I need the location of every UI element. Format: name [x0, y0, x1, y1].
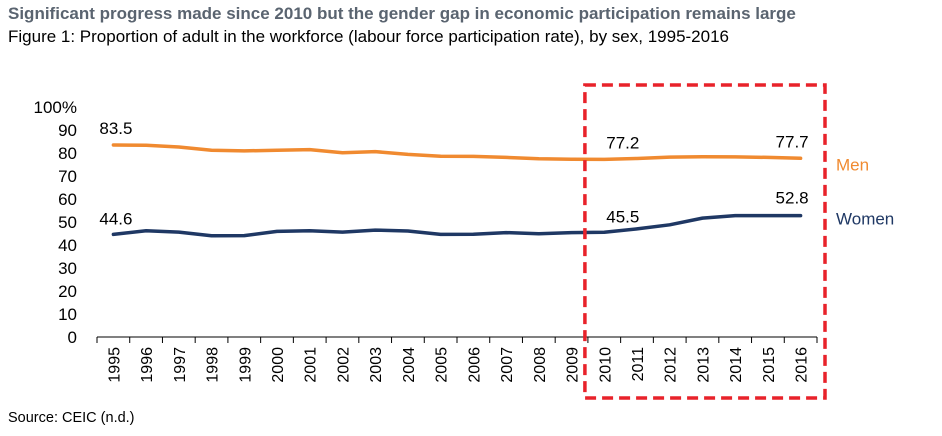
y-tick-label: 30: [58, 259, 77, 278]
data-label: 52.8: [776, 189, 809, 208]
x-tick-label: 2010: [597, 347, 614, 383]
y-tick-label: 20: [58, 282, 77, 301]
data-label: 45.5: [606, 207, 639, 226]
x-tick-label: 2013: [695, 347, 712, 383]
x-tick-label: 2014: [728, 347, 745, 383]
y-tick-label: 40: [58, 236, 77, 255]
y-tick-label: 90: [58, 121, 77, 140]
y-axis-ticks: 0 10 20 30 40 50 60 70 80 90 100%: [34, 98, 77, 347]
x-tick-label: 2001: [303, 347, 320, 383]
y-tick-label: 80: [58, 144, 77, 163]
data-label: 77.7: [776, 132, 809, 151]
x-tick-label: 2007: [499, 347, 516, 383]
x-tick-label: 2005: [434, 347, 451, 383]
highlight-box-2010-2016: [583, 83, 827, 400]
data-label: 83.5: [99, 119, 132, 138]
data-labels: 83.5 77.2 77.7 44.6 45.5 52.8: [99, 119, 808, 228]
legend-men: Men: [836, 155, 869, 174]
x-tick-label: 1996: [139, 347, 156, 383]
x-tick-label: 2006: [466, 347, 483, 383]
y-tick-label: 100%: [34, 98, 77, 117]
legend-women: Women: [836, 210, 894, 229]
chart-subtitle: Figure 1: Proportion of adult in the wor…: [8, 27, 729, 46]
x-tick-label: 1998: [205, 347, 222, 383]
y-tick-label: 70: [58, 167, 77, 186]
source-note: Source: CEIC (n.d.): [8, 410, 135, 426]
x-tick-label: 1997: [172, 347, 189, 383]
x-tick-label: 2003: [368, 347, 385, 383]
highlight-box: [583, 83, 827, 400]
x-tick-label: 1995: [106, 347, 123, 383]
x-tick-label: 2011: [630, 347, 647, 382]
series-lines: [111, 143, 803, 238]
x-tick-label: 2004: [401, 347, 418, 383]
series-line-women: [111, 213, 803, 238]
x-axis: 1995 1996 1997 1998 1999 2000 2001 2002 2003 2004…: [96, 336, 818, 383]
x-tick-label: 2009: [565, 347, 582, 383]
x-tick-label: 2016: [794, 347, 811, 383]
x-tick-label: 2008: [532, 347, 549, 383]
y-tick-label: 10: [58, 305, 77, 324]
legend: Men Women: [836, 155, 894, 228]
y-tick-label: 0: [68, 328, 77, 347]
x-tick-label: 2002: [335, 347, 352, 383]
x-tick-label: 2000: [270, 347, 287, 383]
data-label: 77.2: [606, 133, 639, 152]
x-tick-label: 2012: [663, 347, 680, 383]
x-tick-label: 1999: [237, 347, 254, 383]
y-tick-label: 60: [58, 190, 77, 209]
x-tick-label: 2015: [761, 347, 778, 383]
chart-title: Significant progress made since 2010 but…: [8, 4, 796, 23]
data-label: 44.6: [99, 209, 132, 228]
series-line-men: [111, 143, 803, 162]
y-tick-label: 50: [58, 213, 77, 232]
